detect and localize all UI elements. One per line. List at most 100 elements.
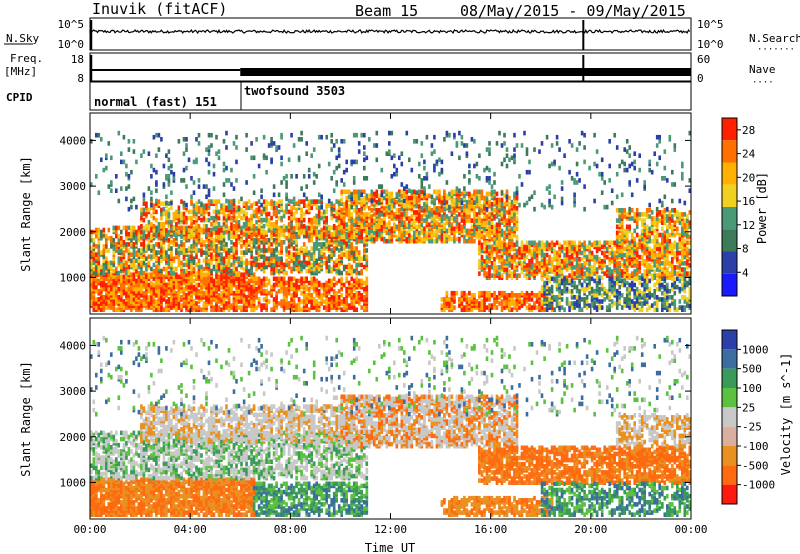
scatter-cell	[355, 199, 358, 205]
scatter-cell	[212, 230, 216, 235]
scatter-cell	[280, 228, 283, 233]
scatter-cell	[485, 244, 489, 250]
scatter-cell	[182, 262, 186, 268]
scatter-cell	[185, 226, 188, 231]
scatter-cell	[493, 236, 496, 242]
scatter-cell	[335, 268, 338, 274]
scatter-cell	[300, 290, 303, 296]
scatter-cell	[205, 203, 208, 208]
scatter-cell	[300, 207, 303, 213]
scatter-cell	[373, 212, 376, 217]
scatter-cell	[227, 295, 231, 300]
scatter-cell	[610, 240, 614, 246]
scatter-cell	[478, 232, 481, 238]
scatter-cell	[220, 240, 223, 245]
scatter-cell	[523, 244, 526, 250]
scatter-cell	[520, 246, 524, 252]
scatter-cell	[240, 260, 243, 266]
scatter-cell	[95, 264, 98, 270]
scatter-cell	[490, 236, 494, 242]
scatter-cell	[162, 230, 166, 235]
scatter-cell	[142, 234, 146, 239]
scatter-cell	[180, 246, 183, 251]
scatter-cell	[272, 258, 276, 264]
scatter-cell	[438, 216, 441, 221]
scatter-cell	[290, 205, 293, 211]
scatter-cell	[570, 240, 574, 246]
scatter-cell	[295, 201, 298, 206]
scatter-cell	[317, 288, 321, 294]
scatter-cell	[310, 305, 313, 310]
scatter-cell	[533, 252, 536, 258]
scatter-cell	[250, 234, 253, 239]
scatter-cell	[523, 273, 526, 278]
scatter-cell	[155, 264, 158, 270]
scatter-cell	[327, 264, 331, 270]
scatter-cell	[473, 206, 476, 211]
scatter-cell	[440, 199, 444, 205]
scatter-cell	[325, 301, 328, 306]
scatter-cell	[325, 225, 328, 231]
scatter-cell	[410, 226, 414, 232]
scatter-cell	[260, 225, 263, 231]
scatter-cell	[530, 248, 534, 254]
scatter-cell	[315, 199, 318, 204]
scatter-cell	[220, 225, 223, 231]
scatter-cell	[145, 278, 148, 284]
scatter-cell	[230, 303, 233, 308]
scatter-cell	[493, 224, 496, 230]
scatter-cell	[320, 211, 323, 217]
scatter-cell	[373, 230, 376, 236]
scatter-cell	[357, 278, 361, 284]
scatter-cell	[230, 226, 233, 231]
scatter-cell	[435, 238, 439, 244]
scatter-cell	[290, 211, 293, 217]
scatter-cell	[322, 260, 326, 266]
scatter-cell	[150, 248, 153, 253]
scatter-cell	[570, 252, 574, 258]
scatter-cell	[185, 235, 188, 241]
scatter-cell	[398, 222, 401, 227]
scatter-cell	[625, 244, 629, 250]
scatter-cell	[558, 242, 561, 248]
scatter-cell	[455, 197, 459, 203]
scatter-cell	[575, 267, 579, 272]
scatter-cell	[560, 269, 564, 274]
scatter-cell	[197, 282, 201, 288]
scatter-cell	[242, 286, 246, 292]
scatter-cell	[275, 224, 278, 229]
scatter-cell	[555, 261, 559, 266]
scatter-cell	[175, 248, 178, 253]
scatter-cell	[345, 242, 348, 247]
scatter-cell	[142, 211, 146, 217]
scatter-cell	[375, 224, 379, 230]
scatter-cell	[112, 246, 116, 251]
scatter-cell	[290, 280, 293, 286]
scatter-cell	[300, 224, 303, 229]
scatter-cell	[192, 240, 196, 245]
scatter-cell	[373, 226, 376, 232]
scatter-cell	[140, 215, 143, 221]
scatter-cell	[302, 203, 306, 208]
scatter-cell	[90, 258, 93, 264]
scatter-cell	[360, 189, 363, 195]
scatter-cell	[388, 234, 391, 240]
scatter-cell	[132, 266, 136, 272]
scatter-cell	[408, 238, 411, 244]
scatter-cell	[623, 252, 626, 258]
scatter-cell	[217, 280, 221, 286]
scatter-cell	[327, 254, 331, 259]
scatter-cell	[240, 237, 243, 243]
scatter-cell	[127, 225, 131, 231]
scatter-cell	[102, 264, 106, 270]
scatter-cell	[410, 214, 414, 219]
scatter-cell	[332, 252, 336, 257]
scatter-cell	[217, 246, 221, 251]
scatter-cell	[485, 199, 489, 205]
scatter-cell	[112, 262, 116, 268]
scatter-cell	[480, 208, 484, 213]
scatter-cell	[190, 209, 193, 215]
scatter-cell	[565, 256, 569, 262]
scatter-cell	[180, 295, 183, 300]
scatter-cell	[500, 232, 504, 238]
